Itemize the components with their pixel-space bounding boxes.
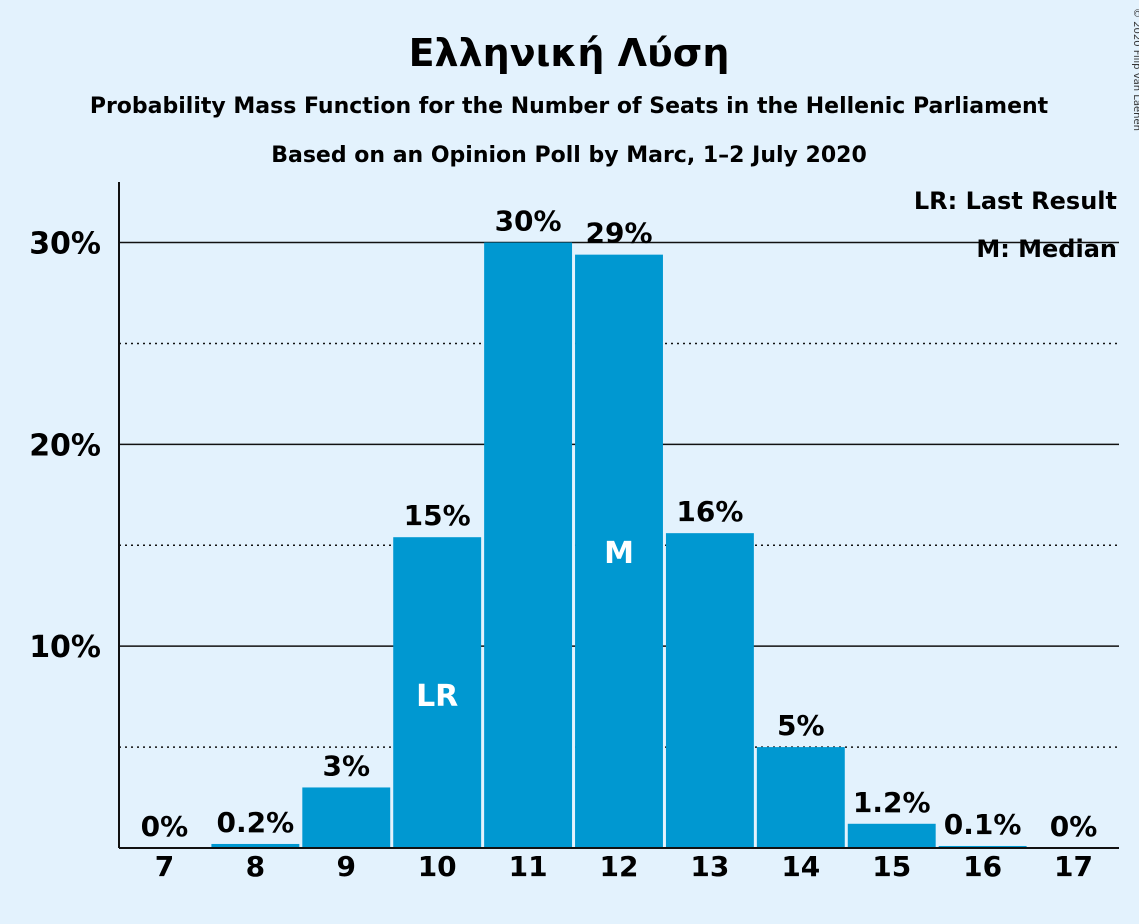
- bar-13: [665, 533, 754, 848]
- x-tick-label-9: 9: [337, 850, 356, 883]
- data-label-9: 3%: [322, 749, 370, 782]
- bar-16: [938, 845, 1027, 848]
- data-label-7: 0%: [141, 810, 189, 843]
- gridlines: 10% 20% 30%: [29, 227, 1119, 748]
- data-label-17: 0%: [1050, 810, 1098, 843]
- x-tick-label-17: 17: [1054, 850, 1093, 883]
- y-tick-label-30: 30%: [29, 227, 101, 262]
- chart-subtitle-2: Based on an Opinion Poll by Marc, 1–2 Ju…: [271, 143, 867, 168]
- data-label-12: 29%: [585, 217, 652, 250]
- bar-15: [847, 823, 936, 848]
- x-tick-label-16: 16: [963, 850, 1002, 883]
- data-label-13: 16%: [676, 495, 743, 528]
- chart-subtitle: Probability Mass Function for the Number…: [90, 94, 1049, 119]
- data-label-8: 0.2%: [217, 806, 295, 839]
- bar-11: [484, 242, 573, 848]
- legend-median: M: Median: [976, 235, 1117, 263]
- marker-m: M: [604, 536, 634, 571]
- x-tick-label-13: 13: [690, 850, 729, 883]
- data-label-11: 30%: [495, 205, 562, 238]
- y-tick-label-20: 20%: [29, 428, 101, 463]
- x-tick-label-14: 14: [781, 850, 820, 883]
- x-tick-label-8: 8: [246, 850, 265, 883]
- legend-last-result: LR: Last Result: [914, 187, 1117, 215]
- x-tick-label-7: 7: [155, 850, 174, 883]
- x-tick-label-11: 11: [509, 850, 548, 883]
- chart-title: Ελληνική Λύση: [409, 31, 730, 75]
- bar-12: [575, 254, 663, 848]
- y-tick-label-10: 10%: [29, 630, 101, 665]
- x-tick-label-10: 10: [418, 850, 457, 883]
- data-label-15: 1.2%: [853, 786, 931, 819]
- bar-8: [211, 843, 300, 848]
- data-label-10: 15%: [404, 499, 471, 532]
- bar-14: [756, 747, 845, 848]
- data-label-14: 5%: [777, 709, 825, 742]
- x-tick-label-15: 15: [872, 850, 911, 883]
- data-labels: 0% 7 0.2% 8 3% 9 15% 10 LR 30% 11 29% 12 M 16% 13 5% 14 1.…: [141, 205, 1098, 883]
- bar-10: [393, 537, 482, 848]
- bars: [211, 242, 1027, 848]
- marker-lr: LR: [416, 679, 458, 714]
- x-tick-label-12: 12: [600, 850, 639, 883]
- copyright-text: © 2020 Filip van Laenen: [1131, 8, 1139, 131]
- data-label-16: 0.1%: [944, 808, 1022, 841]
- axes: [118, 182, 1119, 849]
- bar-9: [302, 787, 391, 848]
